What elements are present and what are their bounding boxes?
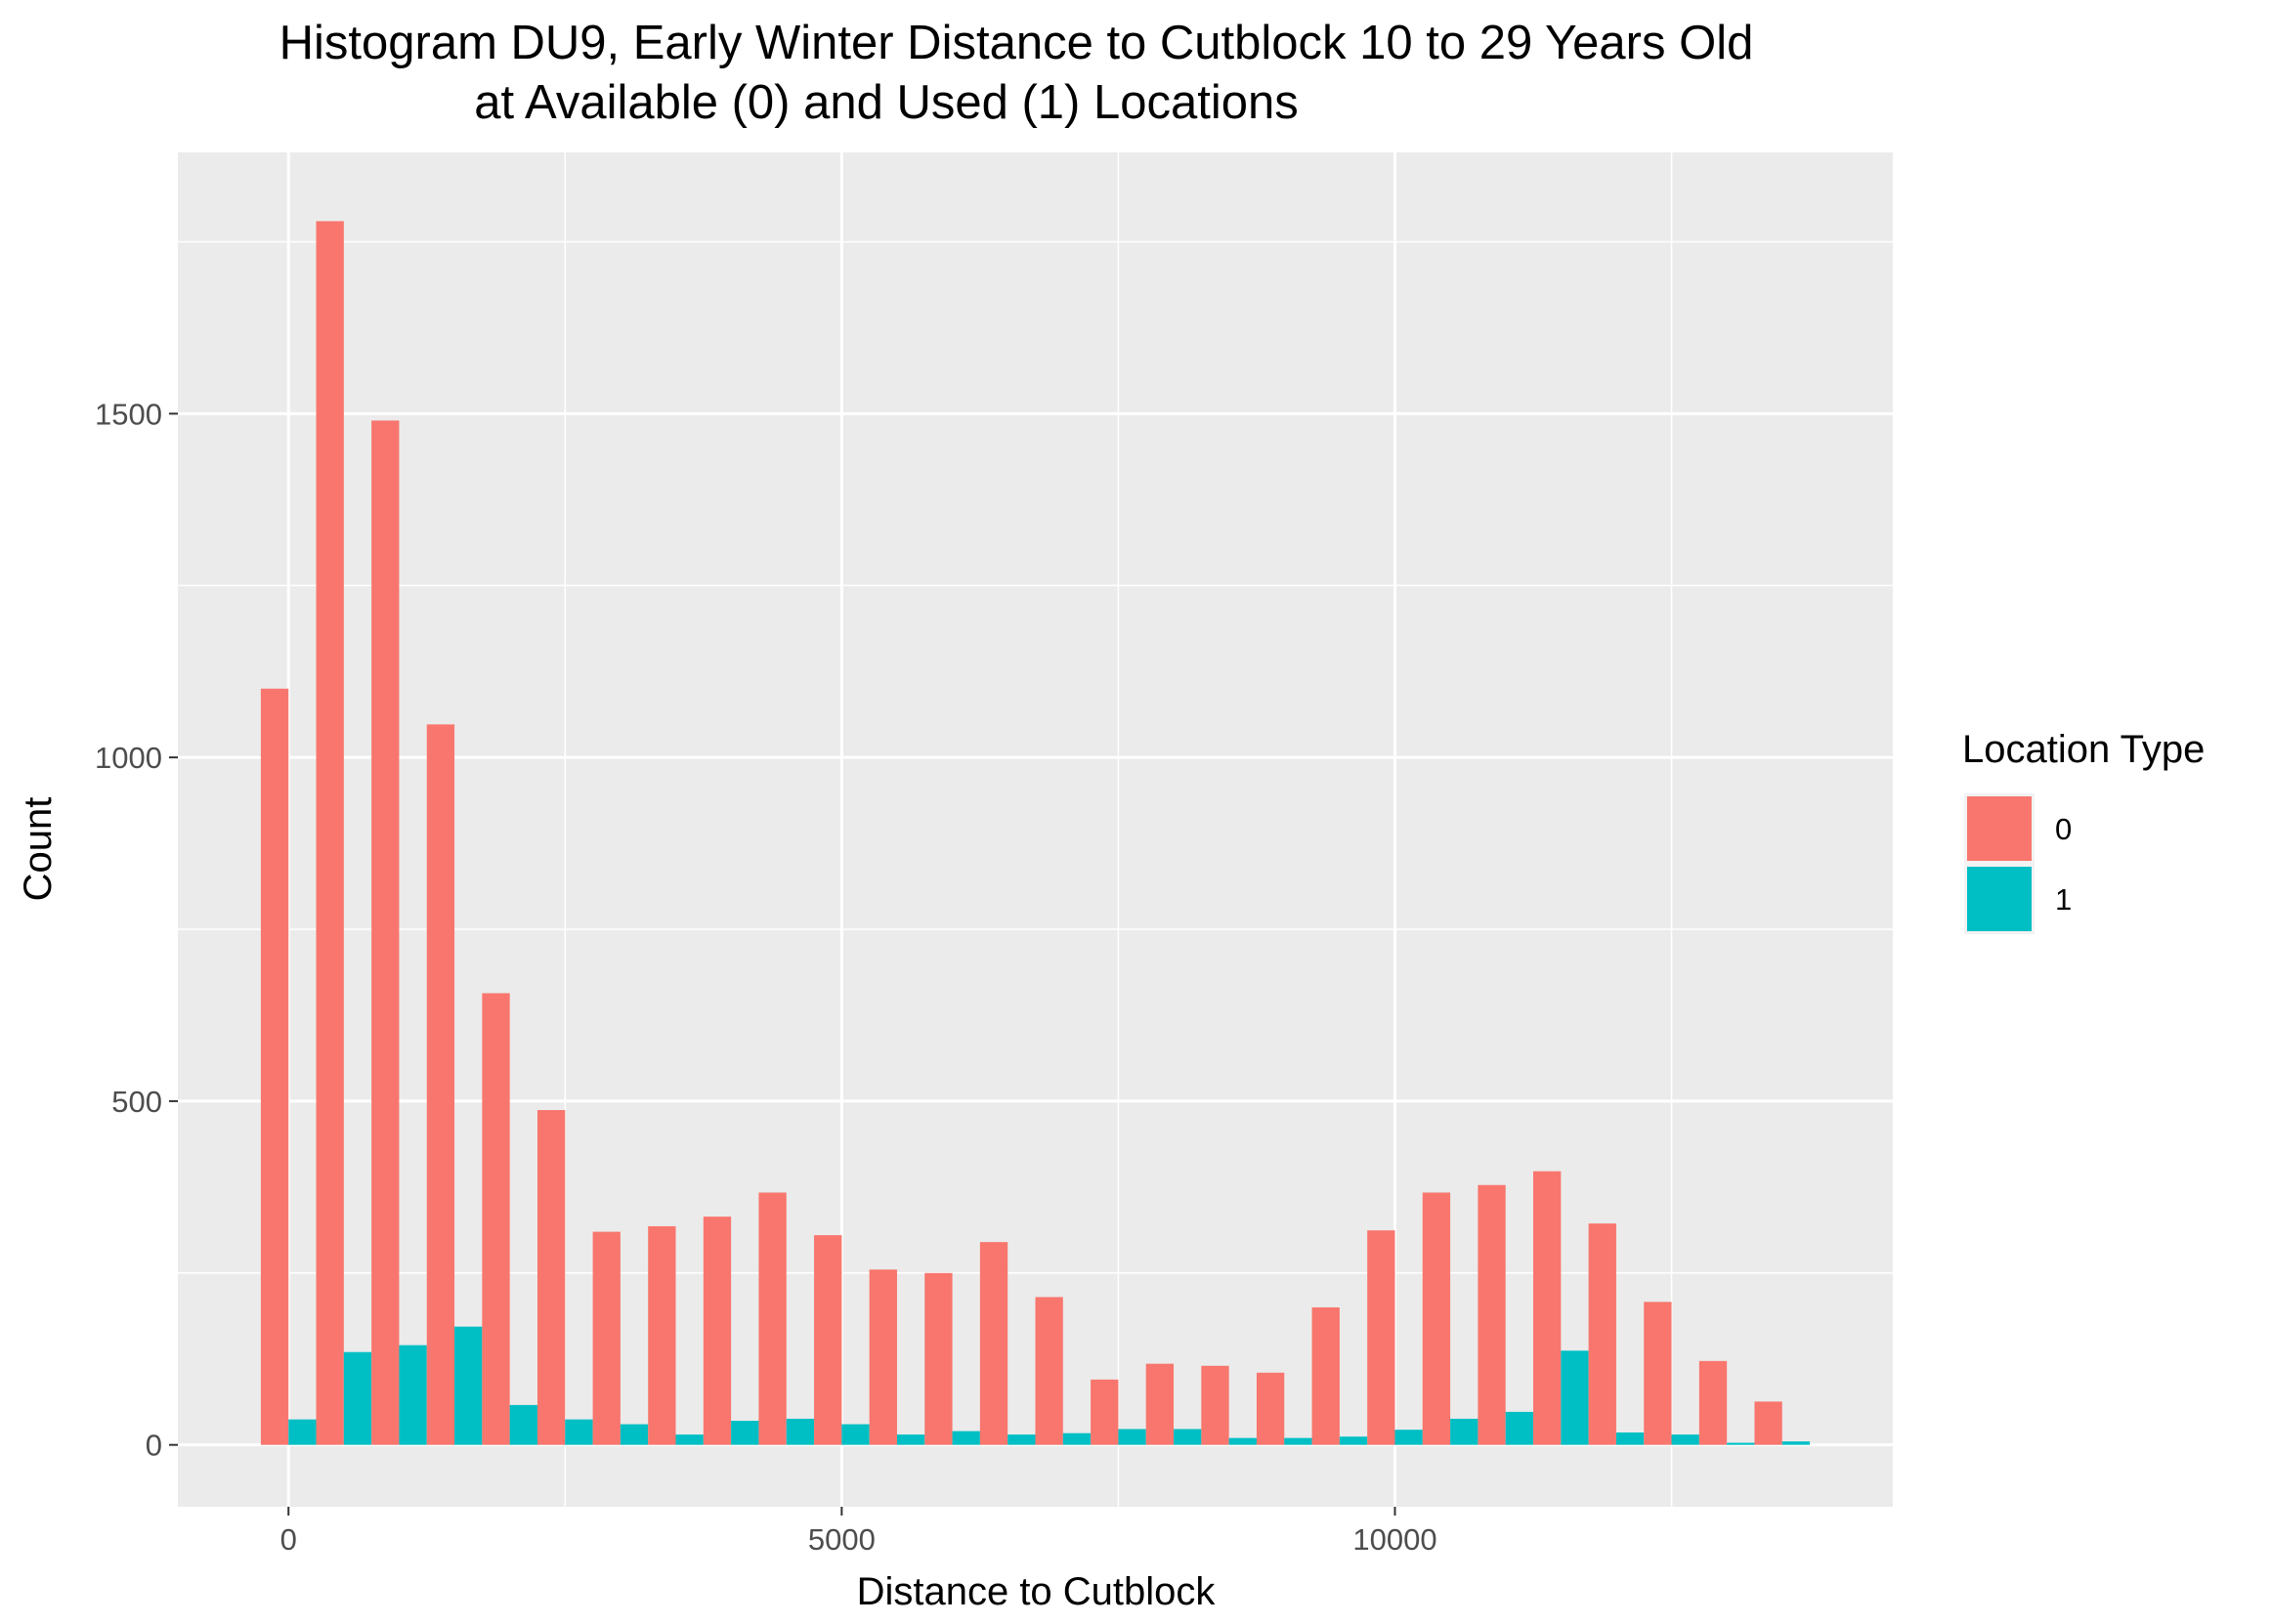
y-tick-label: 0 bbox=[146, 1429, 162, 1463]
legend-title: Location Type bbox=[1962, 728, 2205, 771]
bar-series-1 bbox=[620, 1424, 649, 1445]
bar-series-0 bbox=[1367, 1230, 1395, 1445]
bar-series-0 bbox=[1201, 1365, 1229, 1445]
bar-series-0 bbox=[648, 1225, 676, 1445]
bar-series-1 bbox=[1671, 1434, 1699, 1445]
bar-series-1 bbox=[1727, 1442, 1755, 1445]
bar-series-1 bbox=[1007, 1434, 1036, 1445]
bar-series-1 bbox=[1228, 1437, 1257, 1445]
legend: Location Type 0 1 bbox=[1962, 728, 2205, 934]
titles-layer: Histogram DU9, Early Winter Distance to … bbox=[17, 17, 1753, 1613]
legend-swatch-0 bbox=[1967, 796, 2032, 861]
bar-series-0 bbox=[482, 993, 510, 1445]
bar-series-1 bbox=[1118, 1429, 1146, 1445]
bar-series-0 bbox=[814, 1235, 842, 1445]
bar-series-1 bbox=[1394, 1430, 1423, 1445]
bar-series-0 bbox=[1698, 1360, 1728, 1445]
y-axis-title: Count bbox=[17, 797, 60, 902]
bar-series-1 bbox=[675, 1434, 704, 1445]
bar-series-1 bbox=[343, 1351, 372, 1445]
axes-layer: 0 5000 10000 0 500 1000 1500 bbox=[95, 397, 1437, 1557]
bar-series-0 bbox=[371, 420, 400, 1445]
bar-series-1 bbox=[509, 1404, 537, 1445]
bar-series-0 bbox=[426, 724, 455, 1445]
bar-series-1 bbox=[454, 1326, 483, 1445]
bar-series-0 bbox=[316, 221, 344, 1445]
legend-label-1: 1 bbox=[2055, 882, 2072, 917]
bar-series-0 bbox=[1091, 1379, 1119, 1445]
bar-series-1 bbox=[786, 1418, 815, 1445]
bar-series-0 bbox=[1754, 1401, 1782, 1445]
bar-series-1 bbox=[1561, 1350, 1589, 1445]
bar-series-0 bbox=[1588, 1223, 1616, 1445]
bar-series-1 bbox=[1505, 1411, 1534, 1445]
x-axis-title: Distance to Cutblock bbox=[857, 1570, 1217, 1613]
bar-series-0 bbox=[758, 1192, 787, 1445]
y-tick-label: 1000 bbox=[95, 741, 162, 775]
bar-series-1 bbox=[1781, 1441, 1811, 1445]
bar-series-1 bbox=[1615, 1432, 1645, 1445]
y-tick-label: 1500 bbox=[95, 397, 162, 431]
legend-swatch-1 bbox=[1967, 867, 2032, 931]
x-tick-label: 5000 bbox=[808, 1522, 876, 1557]
bar-series-0 bbox=[1311, 1306, 1340, 1445]
legend-label-0: 0 bbox=[2055, 812, 2072, 846]
bar-series-1 bbox=[952, 1431, 980, 1445]
bar-series-0 bbox=[924, 1272, 953, 1445]
chart-title-line-1: Histogram DU9, Early Winter Distance to … bbox=[279, 17, 1754, 69]
bars-layer bbox=[260, 221, 1811, 1445]
bar-series-1 bbox=[841, 1424, 870, 1445]
bar-series-0 bbox=[1478, 1184, 1506, 1445]
bar-series-0 bbox=[536, 1110, 566, 1445]
bar-series-1 bbox=[399, 1345, 427, 1445]
bar-series-0 bbox=[1035, 1297, 1063, 1445]
bar-series-0 bbox=[1422, 1192, 1451, 1445]
bar-series-1 bbox=[1450, 1418, 1478, 1445]
bar-series-0 bbox=[869, 1269, 897, 1445]
bar-series-1 bbox=[1062, 1432, 1092, 1445]
bar-series-0 bbox=[1145, 1363, 1175, 1445]
chart-title-line-2: at Available (0) and Used (1) Locations bbox=[474, 76, 1298, 129]
bar-series-1 bbox=[1339, 1436, 1368, 1445]
bar-series-1 bbox=[896, 1434, 925, 1445]
bar-series-1 bbox=[288, 1419, 317, 1445]
bar-series-1 bbox=[565, 1419, 593, 1445]
x-tick-label: 0 bbox=[280, 1522, 297, 1557]
y-tick-label: 500 bbox=[111, 1085, 162, 1119]
bar-series-0 bbox=[260, 688, 289, 1445]
bar-series-0 bbox=[592, 1231, 621, 1445]
x-tick-label: 10000 bbox=[1352, 1522, 1436, 1557]
bar-series-0 bbox=[703, 1217, 732, 1445]
bar-series-0 bbox=[1256, 1372, 1285, 1445]
plot-panel bbox=[178, 152, 1893, 1507]
bar-series-1 bbox=[1284, 1437, 1312, 1445]
bar-series-1 bbox=[731, 1421, 759, 1445]
bar-series-0 bbox=[979, 1242, 1008, 1445]
bar-series-0 bbox=[1644, 1302, 1672, 1445]
bar-series-1 bbox=[1174, 1429, 1202, 1445]
bar-series-0 bbox=[1533, 1171, 1562, 1445]
